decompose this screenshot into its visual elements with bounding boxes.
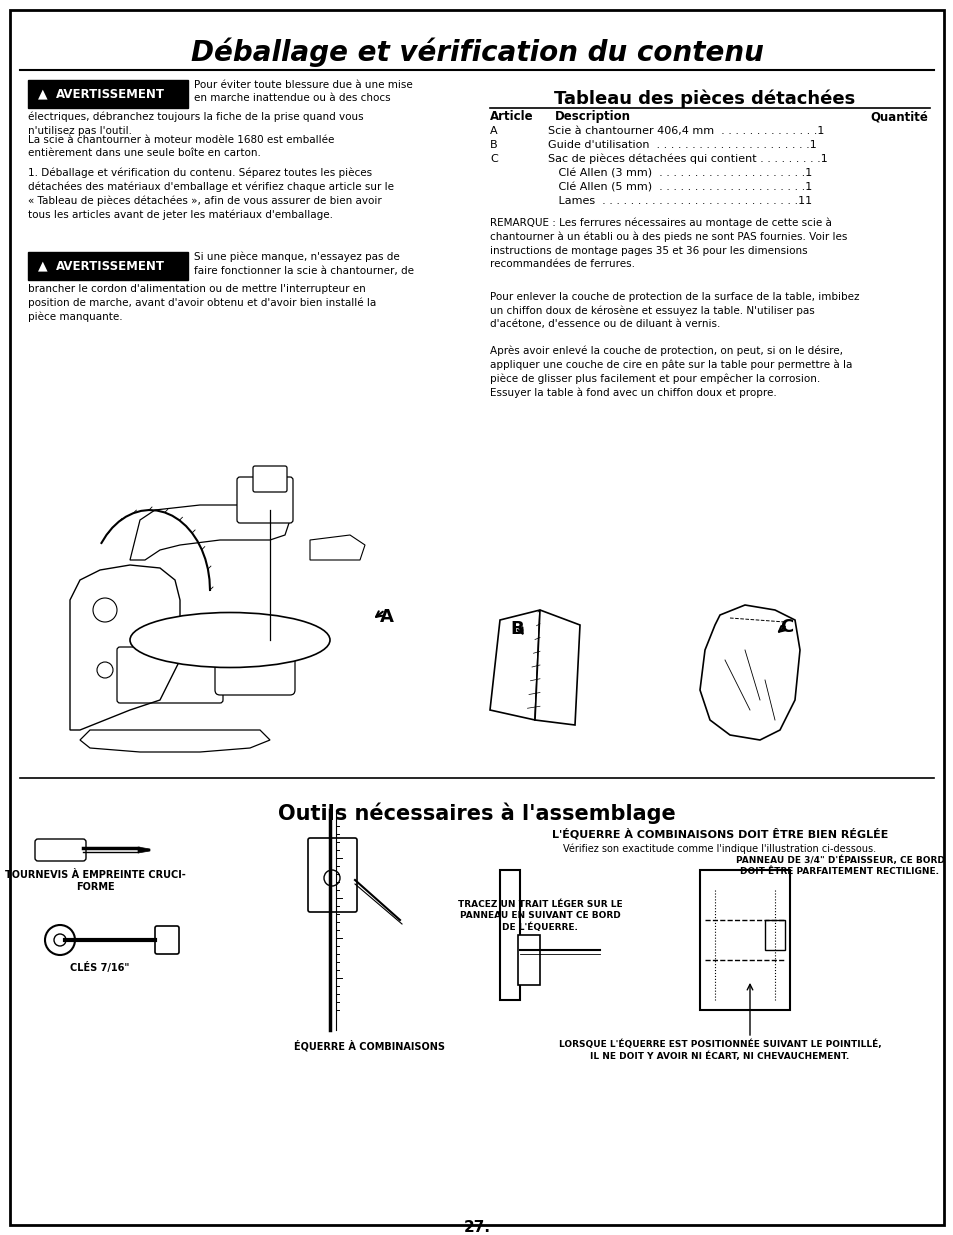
Polygon shape — [490, 610, 539, 720]
Bar — [28, 252, 188, 280]
Ellipse shape — [130, 613, 330, 667]
Polygon shape — [535, 610, 579, 725]
Text: Article: Article — [490, 110, 533, 124]
Text: Si une pièce manque, n'essayez pas de
faire fonctionner la scie à chantourner, d: Si une pièce manque, n'essayez pas de fa… — [193, 252, 414, 275]
Text: Clé Allen (3 mm)  . . . . . . . . . . . . . . . . . . . . .1: Clé Allen (3 mm) . . . . . . . . . . . .… — [547, 168, 811, 178]
Text: Vérifiez son exactitude comme l'indique l'illustration ci-dessous.: Vérifiez son exactitude comme l'indique … — [563, 844, 876, 853]
Text: AVERTISSEMENT: AVERTISSEMENT — [56, 88, 165, 100]
Text: Quantité: Quantité — [869, 110, 927, 124]
Text: Guide d'utilisation  . . . . . . . . . . . . . . . . . . . . . .1: Guide d'utilisation . . . . . . . . . . … — [547, 140, 816, 149]
Text: AVERTISSEMENT: AVERTISSEMENT — [56, 259, 165, 273]
Text: Scie à chantourner 406,4 mm  . . . . . . . . . . . . . .1: Scie à chantourner 406,4 mm . . . . . . … — [547, 126, 823, 136]
Text: CLÉS 7/16": CLÉS 7/16" — [71, 962, 130, 973]
Text: 1. Déballage et vérification du contenu. Séparez toutes les pièces
détachées des: 1. Déballage et vérification du contenu.… — [28, 168, 394, 220]
FancyBboxPatch shape — [308, 839, 356, 911]
Text: Déballage et vérification du contenu: Déballage et vérification du contenu — [191, 37, 762, 67]
Text: Tableau des pièces détachées: Tableau des pièces détachées — [554, 90, 855, 109]
Text: PANNEAU DE 3/4" D'ÉPAISSEUR, CE BORD
DOIT ÊTRE PARFAITEMENT RECTILIGNE.: PANNEAU DE 3/4" D'ÉPAISSEUR, CE BORD DOI… — [735, 855, 943, 876]
Bar — [700, 869, 789, 1010]
Text: électriques, débranchez toujours la fiche de la prise quand vous
n'utilisez pas : électriques, débranchez toujours la fich… — [28, 112, 363, 136]
Text: Clé Allen (5 mm)  . . . . . . . . . . . . . . . . . . . . .1: Clé Allen (5 mm) . . . . . . . . . . . .… — [547, 182, 811, 191]
Text: A: A — [490, 126, 497, 136]
Text: C: C — [490, 154, 497, 164]
FancyBboxPatch shape — [154, 926, 179, 953]
FancyBboxPatch shape — [117, 647, 223, 703]
Text: B: B — [490, 140, 497, 149]
Bar — [517, 935, 539, 986]
FancyBboxPatch shape — [253, 466, 287, 492]
Text: Outils nécessaires à l'assemblage: Outils nécessaires à l'assemblage — [278, 803, 675, 825]
Text: brancher le cordon d'alimentation ou de mettre l'interrupteur en
position de mar: brancher le cordon d'alimentation ou de … — [28, 284, 375, 322]
Text: REMARQUE : Les ferrures nécessaires au montage de cette scie à
chantourner à un : REMARQUE : Les ferrures nécessaires au m… — [490, 219, 846, 269]
Text: Lames  . . . . . . . . . . . . . . . . . . . . . . . . . . . .11: Lames . . . . . . . . . . . . . . . . . … — [547, 196, 811, 206]
Text: ÉQUERRE À COMBINAISONS: ÉQUERRE À COMBINAISONS — [294, 1040, 445, 1051]
Text: TOURNEVIS À EMPREINTE CRUCI-
FORME: TOURNEVIS À EMPREINTE CRUCI- FORME — [5, 869, 185, 893]
Text: Pour éviter toute blessure due à une mise
en marche inattendue ou à des chocs: Pour éviter toute blessure due à une mis… — [193, 80, 413, 104]
Bar — [28, 80, 188, 107]
Text: ▲: ▲ — [38, 88, 48, 100]
Text: Après avoir enlevé la couche de protection, on peut, si on le désire,
appliquer : Après avoir enlevé la couche de protecti… — [490, 346, 851, 398]
Text: B: B — [510, 620, 523, 638]
Text: Pour enlever la couche de protection de la surface de la table, imbibez
un chiff: Pour enlever la couche de protection de … — [490, 291, 859, 329]
Text: A: A — [379, 608, 394, 626]
Text: La scie à chantourner à moteur modèle 1680 est emballée
entièrement dans une seu: La scie à chantourner à moteur modèle 16… — [28, 135, 334, 158]
FancyBboxPatch shape — [236, 477, 293, 522]
Bar — [499, 869, 519, 1000]
Text: L'ÉQUERRE À COMBINAISONS DOIT ÊTRE BIEN RÉGLÉE: L'ÉQUERRE À COMBINAISONS DOIT ÊTRE BIEN … — [551, 827, 887, 840]
FancyBboxPatch shape — [35, 839, 86, 861]
Text: C: C — [780, 618, 792, 636]
Text: Sac de pièces détachées qui contient . . . . . . . . .1: Sac de pièces détachées qui contient . .… — [547, 154, 827, 164]
Text: LORSQUE L'ÉQUERRE EST POSITIONNÉE SUIVANT LE POINTILLÉ,
IL NE DOIT Y AVOIR NI ÉC: LORSQUE L'ÉQUERRE EST POSITIONNÉE SUIVAN… — [558, 1040, 881, 1061]
FancyBboxPatch shape — [214, 635, 294, 695]
Text: Description: Description — [555, 110, 630, 124]
Polygon shape — [700, 605, 800, 740]
Text: ▲: ▲ — [38, 259, 48, 273]
Circle shape — [54, 934, 66, 946]
Text: 27.: 27. — [463, 1220, 490, 1235]
Polygon shape — [138, 847, 150, 853]
FancyBboxPatch shape — [764, 920, 784, 950]
Text: TRACEZ UN TRAIT LÉGER SUR LE
PANNEAU EN SUIVANT CE BORD
DE L'ÉQUERRE.: TRACEZ UN TRAIT LÉGER SUR LE PANNEAU EN … — [457, 900, 621, 932]
